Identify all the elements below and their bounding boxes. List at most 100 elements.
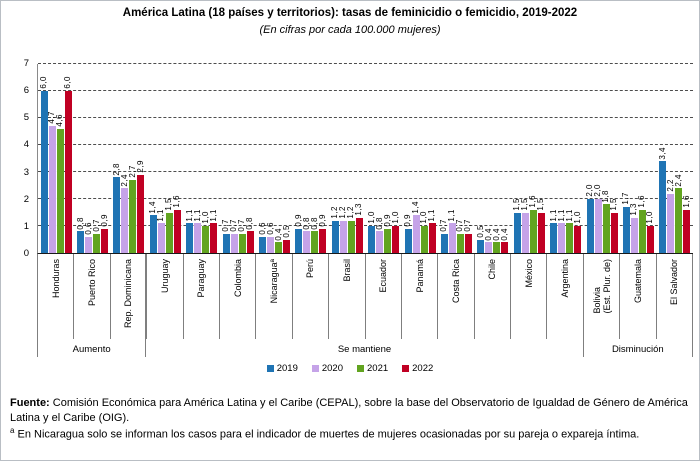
bar-2022: 0,9 [318, 214, 327, 253]
y-axis-tick-label: 1 [23, 220, 29, 232]
x-axis-category-label: Nicaraguaª [269, 259, 280, 304]
legend-swatch [311, 365, 319, 372]
bar-2020: 2,2 [666, 179, 675, 253]
legend-label: 2021 [367, 363, 389, 374]
x-axis-category-label: Bolivia (Est. Plur. de) [591, 259, 612, 314]
gridline [38, 171, 693, 172]
x-axis-category-label: Chile [487, 259, 498, 280]
bar-2021: 0,7 [455, 219, 464, 253]
gridline [38, 117, 693, 118]
gridline [38, 144, 693, 145]
bar-2020: 1,1 [447, 209, 456, 253]
bar-value-label: 1,6 [637, 195, 647, 208]
bar-2020: 0,8 [375, 217, 384, 253]
bar-value-label: 2,9 [135, 160, 145, 173]
bar-2021: 0,7 [92, 219, 101, 253]
bar-2022: 2,9 [136, 160, 145, 253]
bar-2021: 1,5 [164, 198, 173, 253]
bar-2020: 2,0 [593, 184, 602, 253]
bar-group: 1,7 1,3 1,6 1,0 [620, 64, 656, 253]
bar-group: 0,7 1,1 0,7 0,7 [438, 64, 474, 253]
bar-2019: 6,0 [39, 76, 48, 253]
bar-group: 0,7 0,7 0,7 0,8 [220, 64, 256, 253]
legend-item: 2022 [402, 363, 433, 374]
bar-value-label: 1,5 [609, 197, 619, 211]
bar-2022: 0,7 [463, 219, 472, 253]
bar-2021: 0,7 [237, 219, 246, 253]
bar-2022: 0,8 [245, 217, 254, 253]
bar-2021: 0,4 [274, 228, 283, 253]
bar-value-label: 0,7 [463, 219, 473, 233]
x-axis-category-label: Perú [305, 259, 316, 279]
y-axis-tick-label: 0 [23, 248, 29, 259]
bar-2022: 1,5 [609, 198, 618, 253]
bar-2020: 0,4 [484, 228, 493, 253]
legend: 2019 2020 2021 2022 [1, 363, 699, 374]
bar-2022: 1,5 [536, 198, 545, 253]
legend-item: 2020 [311, 363, 343, 374]
bar-2020: 1,5 [520, 198, 529, 253]
legend-item: 2019 [266, 363, 298, 374]
bar-2022: 1,6 [172, 195, 181, 253]
x-axis-category-cell: Perú [293, 254, 330, 339]
x-axis-category-cell: México [511, 254, 548, 339]
bar-2022: 0,4 [500, 228, 509, 253]
bar-2019: 0,7 [439, 219, 448, 253]
bar-2019: 1,7 [621, 192, 630, 253]
bar-2021: 2,7 [128, 165, 137, 253]
bar-value-label: 1,1 [208, 208, 218, 222]
x-axis-category-cell: Argentina [547, 254, 584, 339]
bar-value-label: 0,8 [245, 216, 255, 230]
bar-2021: 0,9 [383, 214, 392, 253]
bar-2021: 1,0 [419, 211, 428, 253]
bar-value-label: 0,9 [403, 214, 413, 227]
bar-2021: 2,4 [674, 174, 683, 253]
bar-2019: 2,8 [112, 163, 121, 253]
bar-2020: 0,7 [229, 219, 238, 253]
y-axis-tick-label: 7 [23, 58, 29, 69]
bar-2019: 3,4 [658, 147, 667, 253]
note-superscript: a [10, 425, 15, 435]
bar-2020: 1,1 [156, 209, 165, 253]
x-axis-category-cell: Costa Rica [438, 254, 475, 339]
legend-swatch [357, 365, 364, 372]
bar-group: 1,1 1,1 1,0 1,1 [184, 64, 220, 253]
x-axis-category-label: Argentina [560, 259, 571, 298]
bar-value-label: 1,1 [427, 208, 437, 222]
legend-label: 2022 [412, 363, 434, 374]
bar-2022: 1,0 [573, 211, 582, 253]
bar-2019: 2,0 [585, 184, 594, 253]
legend-item: 2021 [357, 363, 388, 374]
bar-2019: 1,4 [148, 201, 157, 253]
bar-2022: 1,1 [209, 209, 218, 253]
bar-2019: 0,9 [403, 214, 412, 253]
bar-2020: 1,4 [411, 201, 420, 253]
gridline [38, 90, 693, 91]
x-axis-category-label: Rep. Dominicana [123, 259, 134, 329]
bar-group: 0,8 0,6 0,7 0,9 [74, 64, 110, 253]
bar-2021: 1,1 [565, 209, 574, 253]
bar-2020: 1,1 [557, 209, 566, 253]
note-text: En Nicaragua solo se informan los casos … [14, 428, 640, 441]
bar-2020: 0,6 [84, 222, 93, 253]
bar-group: 1,5 1,5 1,6 1,5 [511, 64, 547, 253]
bar-value-label: 0,5 [281, 224, 291, 238]
bar-2019: 1,2 [330, 206, 339, 253]
y-axis-tick-label: 6 [23, 85, 29, 97]
bar-2019: 0,5 [476, 225, 485, 253]
y-axis-tick-label: 4 [23, 139, 29, 151]
bar-value-label: 2,4 [673, 173, 683, 187]
x-axis-category-label: México [523, 259, 534, 288]
footer: Fuente: Comisión Económica para América … [10, 396, 690, 442]
bar-value-label: 6,0 [39, 76, 49, 89]
source-line: Fuente: Comisión Económica para América … [10, 396, 690, 426]
x-axis-category-cell: Puerto Rico [74, 254, 111, 339]
y-axis-tick-label: 3 [23, 166, 29, 178]
x-axis-category-cell: Brasil [329, 254, 366, 339]
x-axis-category-cell: Bolivia (Est. Plur. de) [584, 254, 621, 339]
bar-value-label: 3,4 [657, 146, 667, 160]
y-axis: 0 1 2 3 4 5 6 7 [15, 59, 33, 259]
chart-title: América Latina (18 países y territorios)… [122, 7, 578, 19]
bar-value-label: 1,6 [172, 195, 182, 208]
